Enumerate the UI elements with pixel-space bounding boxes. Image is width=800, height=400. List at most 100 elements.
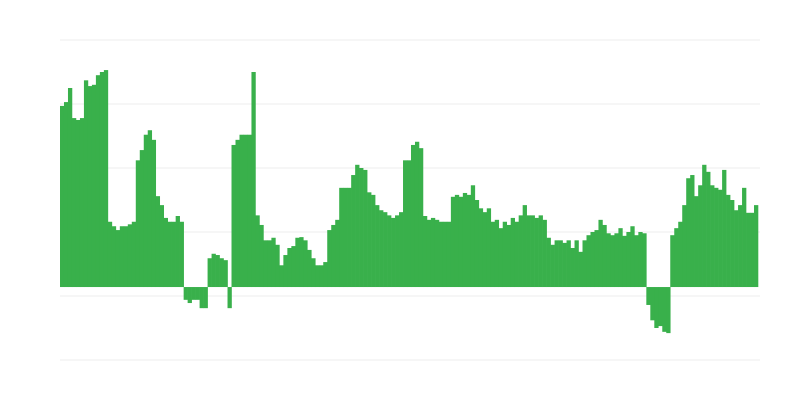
bar-44: [235, 139, 240, 288]
bar-165: [718, 189, 723, 288]
bar-162: [706, 171, 711, 288]
bar-71: [343, 187, 348, 288]
bar-73: [351, 175, 356, 288]
bar-116: [522, 205, 527, 288]
bar-111: [502, 221, 508, 288]
bar-11: [103, 70, 109, 288]
bar-57: [287, 248, 292, 288]
bar-41: [223, 260, 228, 288]
bar-104: [474, 200, 480, 288]
bar-26: [163, 217, 168, 288]
bar-139: [614, 233, 619, 288]
bar-24: [155, 196, 161, 288]
bar-147: [646, 287, 651, 305]
bar-106: [482, 212, 488, 288]
bar-87: [407, 160, 412, 288]
bar-97: [446, 221, 452, 288]
bar-82: [387, 215, 392, 288]
bar-108: [490, 221, 496, 288]
bar-131: [582, 240, 587, 288]
bar-84: [395, 215, 400, 288]
bar-137: [606, 233, 611, 288]
bar-128: [570, 248, 575, 288]
bar-19: [135, 160, 141, 288]
bar-2: [67, 88, 73, 288]
bar-22: [147, 130, 153, 288]
bar-153: [670, 235, 675, 288]
bar-125: [558, 240, 563, 288]
bar-74: [355, 164, 360, 288]
bar-130: [578, 251, 583, 288]
bar-133: [590, 232, 595, 288]
bar-56: [283, 255, 288, 288]
bar-83: [391, 217, 396, 288]
bar-146: [642, 233, 647, 288]
bar-96: [442, 221, 448, 288]
bar-121: [542, 219, 547, 288]
bar-42: [227, 287, 232, 309]
bar-120: [538, 215, 543, 288]
bar-58: [291, 246, 296, 288]
bar-91: [422, 216, 428, 288]
bar-8: [91, 84, 97, 288]
bar-135: [598, 219, 603, 288]
bar-33: [191, 287, 196, 300]
bar-40: [219, 258, 224, 288]
bar-156: [682, 205, 687, 288]
bar-107: [486, 208, 492, 288]
bar-15: [119, 226, 125, 288]
bar-94: [434, 219, 440, 288]
bar-115: [518, 215, 523, 288]
bar-100: [458, 196, 464, 288]
bar-3: [71, 118, 77, 288]
bar-63: [311, 258, 316, 288]
bar-114: [514, 221, 519, 288]
bar-132: [586, 235, 591, 288]
bar-143: [630, 226, 635, 288]
bar-34: [195, 287, 200, 300]
bar-51: [263, 240, 268, 288]
bar-136: [602, 224, 607, 288]
bar-4: [75, 120, 81, 288]
bar-119: [534, 217, 539, 288]
bar-102: [466, 194, 472, 288]
bar-29: [175, 216, 180, 288]
bar-series: [60, 70, 759, 334]
bar-59: [295, 237, 300, 288]
bar-6: [83, 80, 89, 288]
bar-75: [359, 168, 364, 288]
bar-126: [562, 242, 567, 288]
bar-67: [327, 230, 332, 288]
bar-5: [79, 118, 85, 288]
bar-7: [87, 86, 93, 288]
bar-27: [167, 221, 172, 288]
bar-66: [323, 262, 328, 288]
bar-144: [634, 235, 639, 288]
bar-145: [638, 232, 643, 288]
bar-109: [494, 219, 500, 288]
bar-25: [159, 205, 165, 288]
bar-1: [63, 102, 69, 288]
bar-164: [714, 187, 719, 288]
bar-70: [339, 187, 344, 288]
bar-49: [255, 215, 260, 288]
bar-98: [450, 196, 456, 288]
bar-9: [95, 75, 101, 288]
bar-32: [187, 287, 192, 304]
bar-134: [594, 230, 599, 288]
bar-85: [399, 212, 404, 288]
bar-86: [403, 160, 408, 288]
bar-118: [530, 215, 535, 288]
bar-54: [275, 244, 280, 288]
bar-23: [151, 139, 157, 288]
bar-47: [247, 134, 252, 288]
bar-50: [259, 224, 264, 288]
bar-16: [123, 226, 129, 288]
bar-76: [363, 169, 368, 288]
bar-167: [726, 194, 731, 288]
bar-124: [554, 240, 559, 288]
bar-163: [710, 185, 715, 288]
bar-161: [702, 164, 707, 288]
bar-149: [654, 287, 659, 328]
bar-89: [414, 141, 420, 288]
